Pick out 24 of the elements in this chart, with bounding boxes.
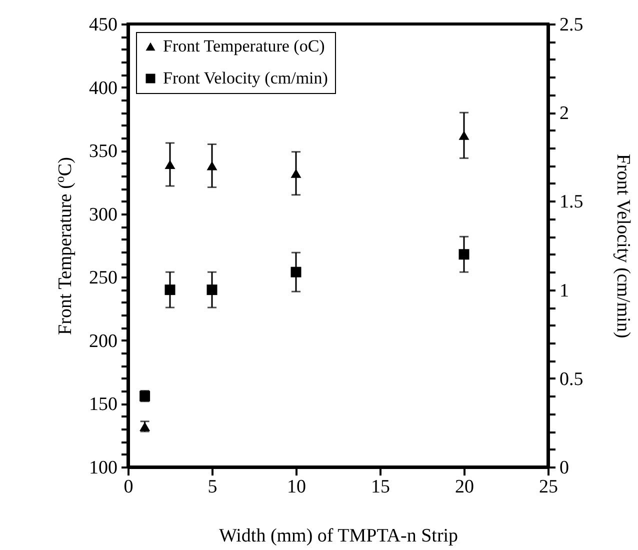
y2-tick-label: 2 bbox=[560, 103, 569, 124]
y-tick-label: 350 bbox=[89, 141, 118, 162]
y-tick-label: 300 bbox=[89, 204, 118, 226]
legend-label: Front Velocity (cm/min) bbox=[163, 68, 328, 88]
x-tick-label: 10 bbox=[287, 476, 306, 498]
x-tick-label: 20 bbox=[455, 476, 474, 498]
x-tick-label: 0 bbox=[124, 476, 134, 498]
y-tick-label: 200 bbox=[89, 330, 118, 352]
y2-axis-title: Front Velocity (cm/min) bbox=[612, 154, 634, 338]
y2-tick-label: 1.5 bbox=[560, 192, 584, 213]
y-tick-label: 250 bbox=[89, 268, 118, 289]
x-tick-label: 5 bbox=[208, 476, 218, 498]
y-tick-label: 450 bbox=[89, 14, 118, 36]
x-tick-label: 25 bbox=[539, 476, 558, 498]
legend-label: Front Temperature (oC) bbox=[163, 36, 325, 56]
y2-tick-label: 0.5 bbox=[560, 368, 584, 390]
y2-tick-label: 0 bbox=[560, 458, 569, 478]
y-tick-label: 100 bbox=[89, 458, 118, 478]
x-axis-title: Width (mm) of TMPTA-n Strip bbox=[218, 526, 458, 546]
y-tick-label: 400 bbox=[89, 78, 118, 99]
y-tick-label: 150 bbox=[89, 394, 118, 416]
y2-tick-label: 1 bbox=[560, 280, 569, 302]
y2-tick-label: 2.5 bbox=[560, 14, 584, 36]
x-tick-label: 15 bbox=[371, 476, 390, 498]
